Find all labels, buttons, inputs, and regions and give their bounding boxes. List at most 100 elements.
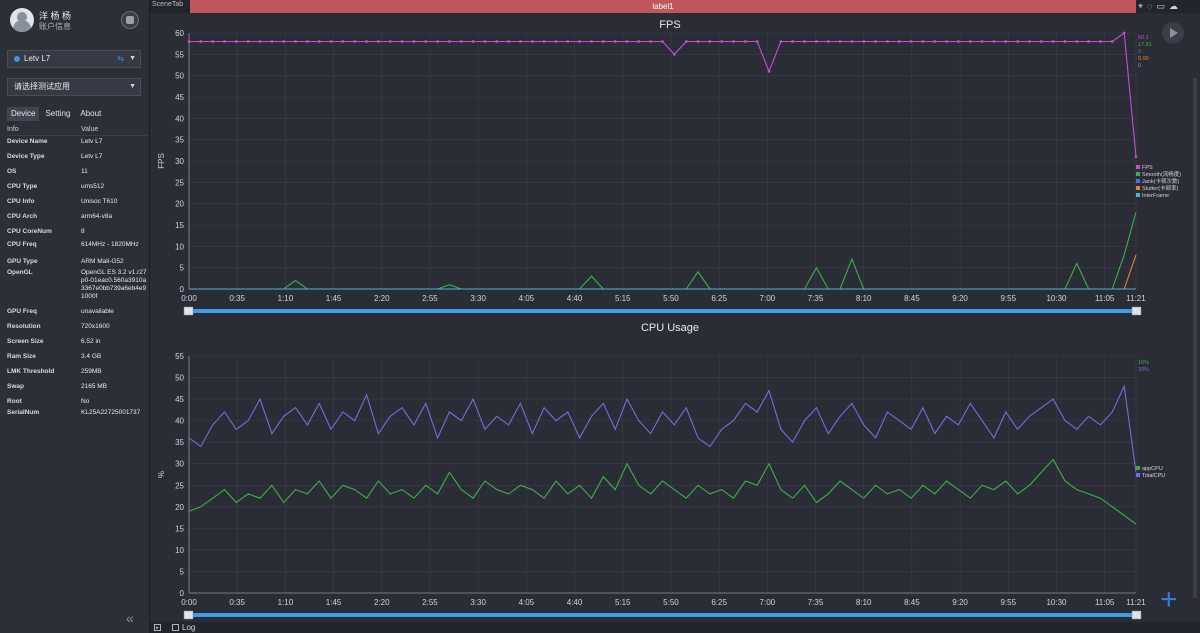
fps-chart[interactable]: 0 5 10 15 20 25 30 35 40 45 50 55 60 0:00 0:35 1:10 1:45… — [150, 14, 1190, 319]
legend-swatch — [1136, 466, 1140, 470]
tab-device[interactable]: Device — [7, 107, 40, 121]
user-panel: 洋 杨 杨 账户信息 — [10, 8, 140, 32]
fps-point — [294, 40, 297, 43]
info-value: ARM Mali-G52 — [81, 258, 124, 265]
fps-point — [460, 40, 463, 43]
fps-point — [708, 40, 712, 43]
x-tick-label: 2:20 — [374, 598, 390, 607]
x-tick-label: 11:05 — [1095, 294, 1115, 303]
info-row: Ram Size 3.4 GB — [7, 353, 148, 361]
series-line — [188, 458, 1137, 525]
wifi-icon[interactable]: ⇆ — [117, 54, 124, 63]
info-value: 11 — [81, 168, 88, 175]
info-row: OpenGL OpenGL ES 3.2 v1.r27p0-01eac0.560a… — [7, 269, 148, 301]
legend-swatch — [1136, 179, 1140, 183]
x-tick-label: 9:20 — [952, 598, 968, 607]
info-key: OpenGL — [7, 269, 33, 276]
fps-point — [542, 40, 546, 43]
pin-icon[interactable]: ◌ — [1147, 1, 1153, 11]
info-value: Unisoc T610 — [81, 198, 118, 205]
info-key: CPU Arch — [7, 213, 38, 220]
fps-point — [436, 40, 439, 43]
fps-point — [673, 53, 676, 56]
x-tick-label: 11:21 — [1126, 598, 1146, 607]
fps-point — [661, 40, 664, 43]
x-tick-label: 0:35 — [229, 598, 245, 607]
info-header-key: Info — [7, 126, 19, 133]
sidebar-tabs: Device Setting About — [7, 107, 106, 121]
x-tick-label: 4:40 — [567, 598, 583, 607]
fps-point — [483, 40, 487, 43]
info-value: 614MHz - 1820MHz — [81, 241, 139, 248]
x-tick-label: 8:45 — [904, 294, 920, 303]
fps-point — [898, 40, 901, 43]
info-row: Resolution 720x1600 — [7, 323, 148, 331]
legend-label: FPS — [1142, 165, 1153, 171]
fps-point — [1111, 40, 1114, 43]
expand-icon[interactable]: ▸ — [154, 624, 161, 631]
avatar[interactable] — [10, 8, 34, 32]
cpu-chart[interactable]: 0 5 10 15 20 25 30 35 40 45 50 55 0:00 0:35 1:10 1:45 2:… — [150, 336, 1190, 622]
tab-about[interactable]: About — [76, 107, 106, 121]
fps-point — [1028, 40, 1031, 43]
log-label: Log — [182, 623, 196, 632]
info-key: Swap — [7, 383, 24, 390]
legend-label: Jank(卡顿次数) — [1142, 177, 1179, 185]
x-tick-label: 1:45 — [326, 598, 342, 607]
device-info-table: Info Value Device Name Letv L7 Device Type… — [7, 124, 148, 416]
cloud-icon[interactable]: ☁ — [1168, 1, 1178, 11]
fps-point — [649, 40, 652, 43]
folder-icon[interactable]: ▭ — [1156, 1, 1165, 11]
y-tick-label: 55 — [175, 352, 184, 361]
fps-point — [862, 40, 865, 43]
log-toggle[interactable]: Log — [172, 623, 195, 632]
collapse-sidebar-icon[interactable]: « — [126, 610, 134, 626]
series-line — [188, 384, 1137, 473]
info-key: Device Name — [7, 138, 48, 145]
y-tick-label: 55 — [175, 50, 184, 59]
info-key: CPU Freq — [7, 241, 37, 248]
x-tick-label: 0:00 — [181, 598, 197, 607]
fps-point — [258, 40, 262, 43]
x-tick-label: 7:35 — [808, 598, 824, 607]
x-tick-label: 9:55 — [1000, 598, 1016, 607]
play-icon[interactable] — [1162, 22, 1184, 44]
legend-label: Smooth(流畅度) — [1142, 170, 1181, 178]
app-select-value: 请选择测试应用 — [14, 82, 70, 91]
location-icon[interactable]: ⌖ — [1138, 1, 1144, 11]
info-value: 3.4 GB — [81, 353, 102, 360]
info-key: OS — [7, 168, 17, 175]
vertical-scrollbar[interactable] — [1193, 78, 1197, 598]
app-select[interactable]: 请选择测试应用 ▼ — [7, 78, 141, 96]
fps-point — [1040, 40, 1043, 43]
fps-point — [850, 40, 854, 43]
fps-point — [1087, 40, 1090, 43]
session-label[interactable]: label1 — [190, 0, 1136, 13]
info-row: CPU CoreNum 8 — [7, 228, 148, 236]
toolbar-icons: ⌖ ◌ ▭ ☁ — [1138, 1, 1178, 12]
scene-tab[interactable]: SceneTab — [152, 1, 184, 8]
device-select[interactable]: Letv L7 ⇆ ▼ — [7, 50, 141, 68]
y-tick-label: 20 — [175, 200, 184, 209]
info-value: Letv L7 — [81, 153, 103, 160]
add-icon[interactable]: + — [1160, 583, 1178, 616]
legend-swatch — [1136, 186, 1140, 190]
x-tick-label: 11:05 — [1095, 598, 1115, 607]
legend-swatch — [1136, 172, 1140, 176]
log-checkbox[interactable] — [172, 624, 179, 632]
current-value: 0 — [1138, 49, 1141, 55]
y-tick-label: 0 — [180, 589, 185, 598]
plot-area — [189, 356, 1136, 593]
legend-swatch — [1136, 193, 1140, 197]
account-info-link[interactable]: 账户信息 — [39, 22, 71, 31]
tab-setting[interactable]: Setting — [41, 107, 75, 121]
fps-point — [815, 40, 818, 43]
y-tick-label: 40 — [175, 417, 184, 426]
range-slider-handle-left — [183, 610, 194, 620]
x-tick-label: 7:00 — [760, 294, 776, 303]
fps-point — [732, 40, 735, 43]
cpu-chart-title: CPU Usage — [640, 322, 700, 334]
info-value: No — [81, 398, 90, 405]
info-value: arm64-v8a — [81, 213, 113, 220]
settings-gear-icon[interactable] — [121, 11, 139, 29]
